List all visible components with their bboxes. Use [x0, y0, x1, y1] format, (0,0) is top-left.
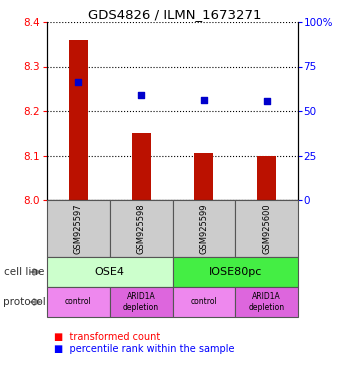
Bar — [235, 200, 298, 257]
Text: GDS4826 / ILMN_1673271: GDS4826 / ILMN_1673271 — [88, 8, 262, 21]
Text: ARID1A
depletion: ARID1A depletion — [123, 292, 159, 312]
Point — [138, 93, 144, 99]
Text: protocol: protocol — [4, 297, 46, 307]
Bar — [132, 133, 150, 200]
Text: cell line: cell line — [4, 267, 44, 277]
Point — [201, 97, 206, 103]
Bar — [47, 200, 110, 257]
Bar — [173, 257, 298, 287]
Text: GSM925599: GSM925599 — [199, 203, 208, 254]
Bar — [47, 257, 173, 287]
Bar — [195, 153, 213, 200]
Text: control: control — [65, 298, 92, 306]
Text: ARID1A
depletion: ARID1A depletion — [248, 292, 285, 312]
Bar — [257, 156, 276, 200]
Text: IOSE80pc: IOSE80pc — [209, 267, 262, 277]
Point — [264, 98, 270, 104]
Text: ■  percentile rank within the sample: ■ percentile rank within the sample — [54, 344, 234, 354]
Bar — [47, 287, 110, 317]
Text: ■  transformed count: ■ transformed count — [54, 332, 160, 342]
Bar — [173, 287, 235, 317]
Text: GSM925597: GSM925597 — [74, 203, 83, 254]
Bar — [110, 200, 173, 257]
Point — [76, 79, 81, 85]
Text: GSM925600: GSM925600 — [262, 203, 271, 254]
Text: control: control — [190, 298, 217, 306]
Bar — [173, 200, 235, 257]
Bar — [235, 287, 298, 317]
Bar — [110, 287, 173, 317]
Text: OSE4: OSE4 — [95, 267, 125, 277]
Text: GSM925598: GSM925598 — [136, 203, 146, 254]
Bar — [69, 40, 88, 200]
